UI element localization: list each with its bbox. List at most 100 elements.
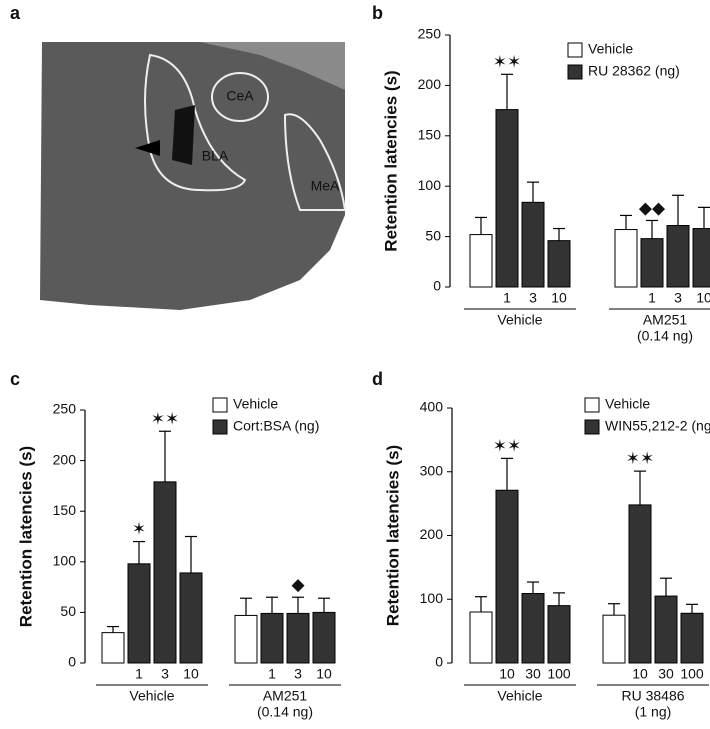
significance: ✶✶ xyxy=(493,52,522,72)
y-tick-label: 0 xyxy=(435,654,443,670)
y-tick-label: 50 xyxy=(60,603,76,619)
significance: ✶ xyxy=(132,520,146,540)
y-tick-label: 250 xyxy=(418,26,442,42)
x-tick-label: 1 xyxy=(648,290,656,306)
x-tick-label: 10 xyxy=(696,290,710,306)
cannula-track xyxy=(172,105,195,165)
legend-label: WIN55,212-2 (ng) xyxy=(605,418,710,434)
legend-swatch xyxy=(567,64,583,80)
x-tick-label: 3 xyxy=(161,666,169,682)
y-tick-label: 100 xyxy=(53,553,77,569)
bar xyxy=(469,234,493,288)
y-tick-label: 400 xyxy=(420,399,444,415)
legend-label: Vehicle xyxy=(233,396,278,412)
region-label: BLA xyxy=(202,148,229,164)
x-tick-label: 10 xyxy=(632,666,648,682)
legend-label: RU 28362 (ng) xyxy=(588,63,680,79)
y-tick-label: 200 xyxy=(420,526,444,542)
panel-label: b xyxy=(372,3,383,23)
bar xyxy=(127,563,151,664)
group-label: Vehicle xyxy=(129,688,174,704)
bar xyxy=(628,504,652,664)
legend-swatch xyxy=(567,42,583,58)
brain-image: CeA BLA MeA xyxy=(40,42,347,310)
y-tick-label: 100 xyxy=(418,177,442,193)
x-tick-label: 10 xyxy=(183,666,199,682)
bar xyxy=(547,605,571,664)
bar xyxy=(547,240,571,288)
bar xyxy=(654,595,678,664)
bar xyxy=(614,229,638,288)
y-tick-label: 50 xyxy=(425,227,441,243)
x-tick-label: 10 xyxy=(551,290,567,306)
group-label: AM251 xyxy=(643,312,688,328)
y-tick-label: 200 xyxy=(418,76,442,92)
bar xyxy=(101,632,125,664)
y-tick-label: 200 xyxy=(53,451,77,467)
y-tick-label: 150 xyxy=(53,502,77,518)
bar xyxy=(666,225,690,288)
group-label: RU 38486 xyxy=(621,688,684,704)
y-axis-label: Retention latencies (s) xyxy=(16,446,35,627)
y-tick-label: 150 xyxy=(418,127,442,143)
x-tick-label: 10 xyxy=(499,666,515,682)
legend-label: Vehicle xyxy=(588,41,633,57)
region-label: MeA xyxy=(311,178,340,194)
panel-label: d xyxy=(372,369,383,389)
bar xyxy=(286,612,310,664)
bar xyxy=(521,201,545,288)
bar xyxy=(521,593,545,664)
significance: ✶✶ xyxy=(151,409,180,429)
legend-label: Vehicle xyxy=(605,396,650,412)
bar xyxy=(234,614,258,664)
x-tick-label: 3 xyxy=(674,290,682,306)
significance: ✶✶ xyxy=(493,436,522,456)
legend-swatch xyxy=(212,397,228,413)
bar xyxy=(602,614,626,664)
bar xyxy=(153,481,177,664)
panel-label: c xyxy=(10,369,20,389)
bar xyxy=(495,109,519,288)
legend-label: Cort:BSA (ng) xyxy=(233,418,319,434)
bar xyxy=(692,228,710,288)
y-tick-label: 0 xyxy=(68,654,76,670)
bar xyxy=(179,572,203,664)
x-tick-label: 100 xyxy=(547,666,571,682)
group-label: (0.14 ng) xyxy=(257,704,313,720)
bar xyxy=(469,611,493,664)
mea-outline xyxy=(283,113,347,211)
arrowhead xyxy=(135,140,160,156)
bar xyxy=(680,612,704,664)
slice-edge xyxy=(200,42,345,90)
y-tick-label: 250 xyxy=(53,401,77,417)
bar xyxy=(260,612,284,664)
group-label: AM251 xyxy=(263,688,308,704)
x-tick-label: 1 xyxy=(135,666,143,682)
x-tick-label: 3 xyxy=(294,666,302,682)
x-tick-label: 30 xyxy=(525,666,541,682)
legend-swatch xyxy=(584,419,600,435)
x-tick-label: 100 xyxy=(680,666,704,682)
bar xyxy=(640,238,664,288)
slice xyxy=(40,42,345,310)
cea-outline xyxy=(211,72,269,122)
panel-label: a xyxy=(10,3,21,23)
group-label: Vehicle xyxy=(497,312,542,328)
group-label: Vehicle xyxy=(497,688,542,704)
group-label: (1 ng) xyxy=(635,704,672,720)
y-tick-label: 0 xyxy=(433,278,441,294)
group-label: (0.14 ng) xyxy=(637,328,693,344)
y-axis-label: Retention latencies (s) xyxy=(381,70,400,251)
bar xyxy=(495,489,519,664)
y-axis-label: Retention latencies (s) xyxy=(383,445,402,626)
x-tick-label: 1 xyxy=(268,666,276,682)
significance: ◆ xyxy=(291,575,305,595)
x-tick-label: 3 xyxy=(529,290,537,306)
x-tick-label: 30 xyxy=(658,666,674,682)
bar xyxy=(312,611,336,664)
y-tick-label: 100 xyxy=(420,590,444,606)
bla-outline xyxy=(144,53,247,192)
legend-swatch xyxy=(584,397,600,413)
x-tick-label: 10 xyxy=(316,666,332,682)
